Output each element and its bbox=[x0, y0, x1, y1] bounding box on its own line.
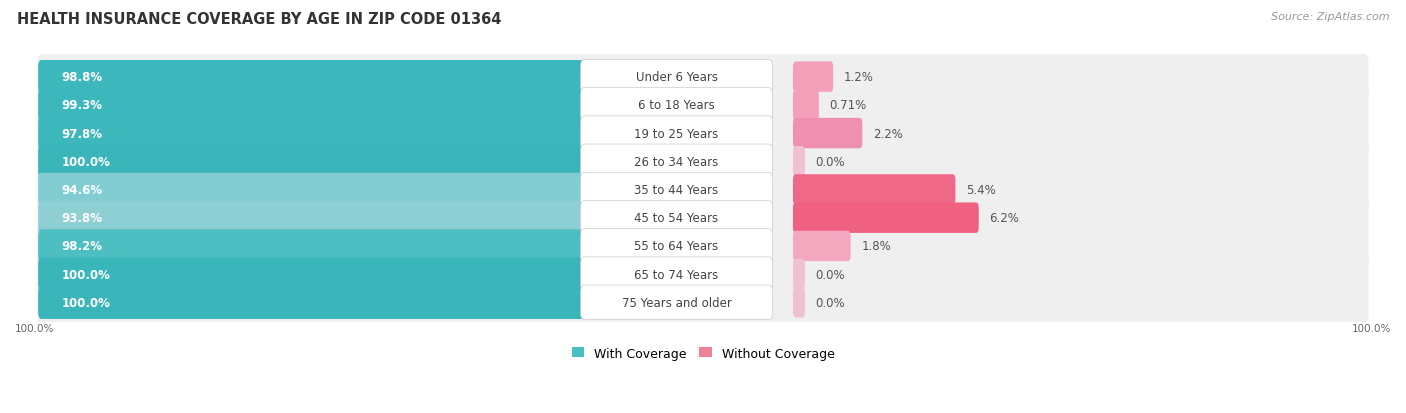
Text: 2.2%: 2.2% bbox=[873, 127, 903, 140]
FancyBboxPatch shape bbox=[581, 229, 772, 263]
FancyBboxPatch shape bbox=[581, 201, 772, 235]
Text: 1.8%: 1.8% bbox=[862, 240, 891, 253]
Text: 0.0%: 0.0% bbox=[815, 268, 845, 281]
FancyBboxPatch shape bbox=[581, 257, 772, 292]
Text: 6 to 18 Years: 6 to 18 Years bbox=[638, 99, 714, 112]
Text: 35 to 44 Years: 35 to 44 Years bbox=[634, 183, 718, 197]
Text: 19 to 25 Years: 19 to 25 Years bbox=[634, 127, 718, 140]
FancyBboxPatch shape bbox=[38, 252, 1368, 297]
Text: 6.2%: 6.2% bbox=[990, 211, 1019, 225]
FancyBboxPatch shape bbox=[38, 196, 1368, 241]
Text: 65 to 74 Years: 65 to 74 Years bbox=[634, 268, 718, 281]
Text: 100.0%: 100.0% bbox=[62, 268, 110, 281]
FancyBboxPatch shape bbox=[581, 285, 772, 320]
FancyBboxPatch shape bbox=[793, 62, 834, 93]
Text: 55 to 64 Years: 55 to 64 Years bbox=[634, 240, 718, 253]
FancyBboxPatch shape bbox=[38, 89, 650, 122]
FancyBboxPatch shape bbox=[38, 117, 640, 150]
Text: 45 to 54 Years: 45 to 54 Years bbox=[634, 211, 718, 225]
Text: 0.71%: 0.71% bbox=[830, 99, 866, 112]
FancyBboxPatch shape bbox=[581, 60, 772, 95]
FancyBboxPatch shape bbox=[581, 145, 772, 179]
FancyBboxPatch shape bbox=[38, 83, 1368, 128]
Text: 100.0%: 100.0% bbox=[1351, 323, 1391, 333]
FancyBboxPatch shape bbox=[38, 230, 643, 263]
Text: 93.8%: 93.8% bbox=[62, 211, 103, 225]
FancyBboxPatch shape bbox=[793, 231, 851, 261]
FancyBboxPatch shape bbox=[38, 145, 654, 178]
Text: 0.0%: 0.0% bbox=[815, 155, 845, 169]
FancyBboxPatch shape bbox=[581, 88, 772, 123]
Text: 5.4%: 5.4% bbox=[966, 183, 995, 197]
FancyBboxPatch shape bbox=[793, 175, 956, 205]
Text: 98.8%: 98.8% bbox=[62, 71, 103, 84]
Legend: With Coverage, Without Coverage: With Coverage, Without Coverage bbox=[567, 342, 839, 365]
FancyBboxPatch shape bbox=[38, 280, 1368, 325]
FancyBboxPatch shape bbox=[793, 287, 804, 318]
FancyBboxPatch shape bbox=[793, 90, 818, 121]
Text: 100.0%: 100.0% bbox=[62, 155, 110, 169]
FancyBboxPatch shape bbox=[38, 258, 654, 291]
Text: 26 to 34 Years: 26 to 34 Years bbox=[634, 155, 718, 169]
FancyBboxPatch shape bbox=[793, 203, 979, 233]
FancyBboxPatch shape bbox=[793, 119, 862, 149]
Text: Under 6 Years: Under 6 Years bbox=[636, 71, 717, 84]
Text: 100.0%: 100.0% bbox=[62, 296, 110, 309]
Text: 1.2%: 1.2% bbox=[844, 71, 873, 84]
FancyBboxPatch shape bbox=[581, 173, 772, 207]
Text: HEALTH INSURANCE COVERAGE BY AGE IN ZIP CODE 01364: HEALTH INSURANCE COVERAGE BY AGE IN ZIP … bbox=[17, 12, 502, 27]
Text: 94.6%: 94.6% bbox=[62, 183, 103, 197]
FancyBboxPatch shape bbox=[38, 168, 1368, 213]
Text: 97.8%: 97.8% bbox=[62, 127, 103, 140]
FancyBboxPatch shape bbox=[38, 55, 1368, 100]
FancyBboxPatch shape bbox=[38, 61, 647, 94]
FancyBboxPatch shape bbox=[38, 139, 1368, 184]
FancyBboxPatch shape bbox=[38, 111, 1368, 156]
Text: 100.0%: 100.0% bbox=[15, 323, 55, 333]
FancyBboxPatch shape bbox=[38, 173, 620, 206]
FancyBboxPatch shape bbox=[793, 259, 804, 290]
Text: 0.0%: 0.0% bbox=[815, 296, 845, 309]
Text: Source: ZipAtlas.com: Source: ZipAtlas.com bbox=[1271, 12, 1389, 22]
Text: 99.3%: 99.3% bbox=[62, 99, 103, 112]
FancyBboxPatch shape bbox=[38, 202, 616, 235]
FancyBboxPatch shape bbox=[581, 116, 772, 151]
Text: 98.2%: 98.2% bbox=[62, 240, 103, 253]
Text: 75 Years and older: 75 Years and older bbox=[621, 296, 731, 309]
FancyBboxPatch shape bbox=[38, 224, 1368, 269]
FancyBboxPatch shape bbox=[38, 286, 654, 319]
FancyBboxPatch shape bbox=[793, 147, 804, 177]
